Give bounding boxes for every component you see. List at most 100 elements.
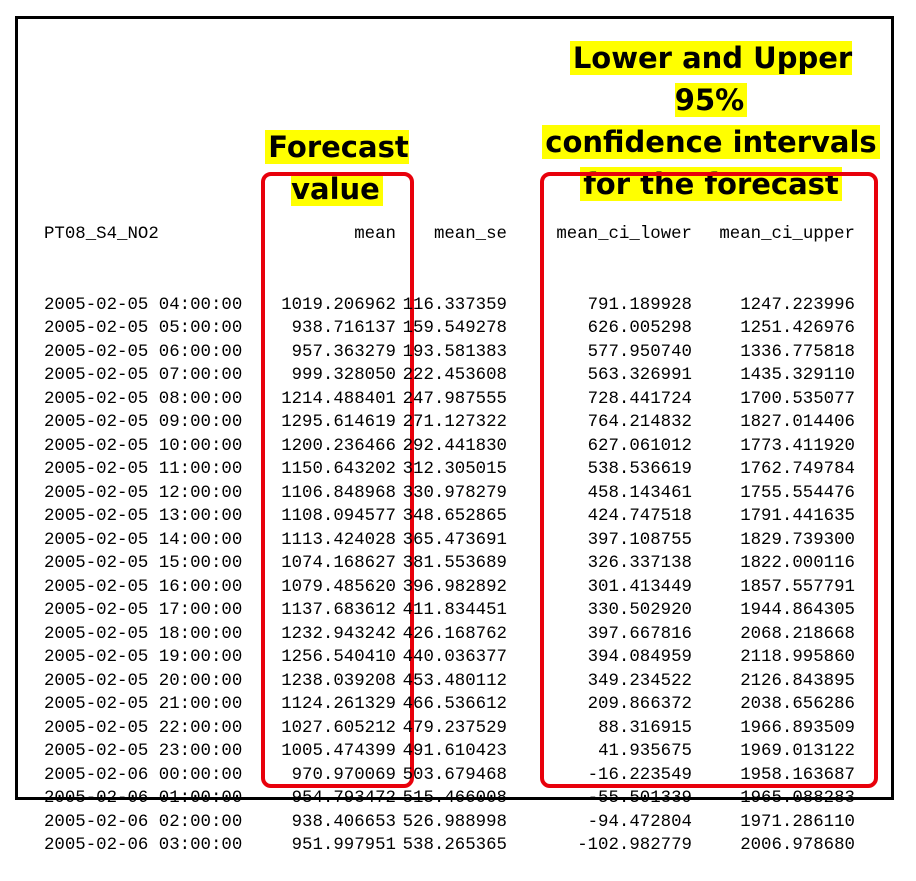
cell-ci-upper: 1791.441635 <box>740 507 855 526</box>
cell-mean-se: 159.549278 <box>402 319 507 338</box>
ci-label-line-1: Lower and Upper 95% <box>569 41 853 117</box>
cell-ci-lower: -94.472804 <box>587 812 692 832</box>
cell-ci-lower: 627.061012 <box>587 436 692 456</box>
cell-ci-upper: 2118.995860 <box>740 648 855 667</box>
cell-mean: 1124.261329 <box>281 695 396 714</box>
cell-timestamp: 2005-02-06 03:00:00 <box>44 836 243 855</box>
cell-ci-upper: 1435.329110 <box>740 366 855 385</box>
cell-ci-lower: 458.143461 <box>587 483 692 503</box>
cell-mean-se: 491.610423 <box>402 742 507 761</box>
cell-timestamp: 2005-02-05 21:00:00 <box>44 695 243 714</box>
cell-ci-upper: 1336.775818 <box>740 342 855 362</box>
cell-timestamp: 2005-02-05 11:00:00 <box>44 460 243 479</box>
ci-columns-highlight-box <box>540 172 878 788</box>
table-row: 2005-02-06 03:00:00 951.997951 538.265365 -… <box>44 834 855 858</box>
table-row: 2005-02-05 23:00:00 1005.474399 491.610423… <box>44 740 855 764</box>
table-row: 2005-02-06 01:00:00 954.793472 515.466008 -… <box>44 787 855 811</box>
table-row: 2005-02-05 09:00:00 1295.614619 271.127322… <box>44 411 855 435</box>
cell-mean-se: 411.834451 <box>402 601 507 620</box>
table-row: 2005-02-05 11:00:00 1150.643202 312.305015… <box>44 458 855 482</box>
cell-ci-upper: 1857.557791 <box>740 577 855 597</box>
table-row: 2005-02-05 14:00:00 1113.424028 365.473691… <box>44 529 855 553</box>
cell-mean-se: 479.237529 <box>402 718 507 738</box>
cell-ci-upper: 1965.088283 <box>740 789 855 808</box>
cell-mean-se: 503.679468 <box>402 765 507 785</box>
cell-ci-lower: 301.413449 <box>587 577 692 597</box>
cell-ci-lower: 326.337138 <box>587 554 692 573</box>
cell-mean: 1150.643202 <box>281 460 396 479</box>
table-row: 2005-02-05 21:00:00 1124.261329 466.536612… <box>44 693 855 717</box>
cell-timestamp: 2005-02-05 08:00:00 <box>44 389 243 409</box>
cell-ci-upper: 2126.843895 <box>740 671 855 691</box>
table-header-row: PT08_S4_NO2 mean mean_se mean_ci_lower m… <box>44 223 855 247</box>
cell-ci-upper: 2068.218668 <box>740 624 855 644</box>
cell-ci-upper: 1247.223996 <box>740 295 855 315</box>
cell-mean: 1295.614619 <box>281 413 396 432</box>
header-mean-ci-lower: mean_ci_lower <box>556 225 692 244</box>
cell-ci-lower: 764.214832 <box>587 413 692 432</box>
cell-ci-lower: 41.935675 <box>598 742 692 761</box>
cell-timestamp: 2005-02-05 17:00:00 <box>44 601 243 620</box>
cell-mean-se: 396.982892 <box>402 577 507 597</box>
table-row: 2005-02-05 06:00:00 957.363279 193.581383 5… <box>44 341 855 365</box>
table-row: 2005-02-05 18:00:00 1232.943242 426.168762… <box>44 623 855 647</box>
cell-ci-upper: 1755.554476 <box>740 483 855 503</box>
cell-mean-se: 381.553689 <box>402 554 507 573</box>
cell-ci-upper: 1700.535077 <box>740 389 855 409</box>
cell-mean: 1019.206962 <box>281 295 396 315</box>
cell-timestamp: 2005-02-05 07:00:00 <box>44 366 243 385</box>
header-mean-se: mean_se <box>433 225 507 244</box>
ci-label-line-2: confidence intervals <box>542 125 880 159</box>
cell-ci-lower: 728.441724 <box>587 389 692 409</box>
cell-mean: 970.970069 <box>291 765 396 785</box>
cell-ci-upper: 1958.163687 <box>740 765 855 785</box>
cell-mean: 1005.474399 <box>281 742 396 761</box>
cell-ci-lower: -55.501339 <box>587 789 692 808</box>
table-row: 2005-02-06 00:00:00 970.970069 503.679468 -… <box>44 764 855 788</box>
cell-timestamp: 2005-02-05 16:00:00 <box>44 577 243 597</box>
cell-ci-upper: 1251.426976 <box>740 319 855 338</box>
cell-timestamp: 2005-02-05 10:00:00 <box>44 436 243 456</box>
table-row: 2005-02-05 08:00:00 1214.488401 247.987555… <box>44 388 855 412</box>
cell-mean-se: 440.036377 <box>402 648 507 667</box>
cell-mean-se: 292.441830 <box>402 436 507 456</box>
cell-ci-lower: 349.234522 <box>587 671 692 691</box>
table-body: 2005-02-05 04:00:00 1019.206962 116.337359… <box>44 294 855 858</box>
cell-mean: 1113.424028 <box>281 530 396 550</box>
header-index: PT08_S4_NO2 <box>44 225 159 244</box>
table-row: 2005-02-05 20:00:00 1238.039208 453.480112… <box>44 670 855 694</box>
cell-ci-lower: 626.005298 <box>587 319 692 338</box>
cell-timestamp: 2005-02-05 22:00:00 <box>44 718 243 738</box>
cell-ci-upper: 1822.000116 <box>740 554 855 573</box>
cell-mean: 957.363279 <box>291 342 396 362</box>
table-row: 2005-02-05 13:00:00 1108.094577 348.652865… <box>44 505 855 529</box>
cell-timestamp: 2005-02-05 19:00:00 <box>44 648 243 667</box>
table-row: 2005-02-05 22:00:00 1027.605212 479.237529… <box>44 717 855 741</box>
cell-mean-se: 247.987555 <box>402 389 507 409</box>
cell-ci-upper: 2006.978680 <box>740 836 855 855</box>
forecast-table: PT08_S4_NO2 mean mean_se mean_ci_lower m… <box>44 176 855 881</box>
cell-ci-lower: 563.326991 <box>587 366 692 385</box>
table-row: 2005-02-05 05:00:00 938.716137 159.549278 6… <box>44 317 855 341</box>
cell-mean: 1200.236466 <box>281 436 396 456</box>
cell-ci-upper: 2038.656286 <box>740 695 855 714</box>
cell-mean-se: 330.978279 <box>402 483 507 503</box>
cell-mean: 1137.683612 <box>281 601 396 620</box>
cell-ci-lower: 397.108755 <box>587 530 692 550</box>
table-row: 2005-02-05 17:00:00 1137.683612 411.834451… <box>44 599 855 623</box>
cell-ci-lower: 397.667816 <box>587 624 692 644</box>
cell-mean-se: 515.466008 <box>402 789 507 808</box>
cell-ci-lower: 394.084959 <box>587 648 692 667</box>
header-mean-ci-upper: mean_ci_upper <box>719 225 855 244</box>
cell-mean: 1238.039208 <box>281 671 396 691</box>
cell-ci-lower: 424.747518 <box>587 507 692 526</box>
cell-mean-se: 312.305015 <box>402 460 507 479</box>
header-mean: mean <box>354 225 396 244</box>
cell-ci-upper: 1773.411920 <box>740 436 855 456</box>
cell-ci-upper: 1944.864305 <box>740 601 855 620</box>
cell-timestamp: 2005-02-05 13:00:00 <box>44 507 243 526</box>
cell-mean-se: 222.453608 <box>402 366 507 385</box>
cell-mean: 1108.094577 <box>281 507 396 526</box>
cell-mean-se: 365.473691 <box>402 530 507 550</box>
cell-timestamp: 2005-02-05 12:00:00 <box>44 483 243 503</box>
